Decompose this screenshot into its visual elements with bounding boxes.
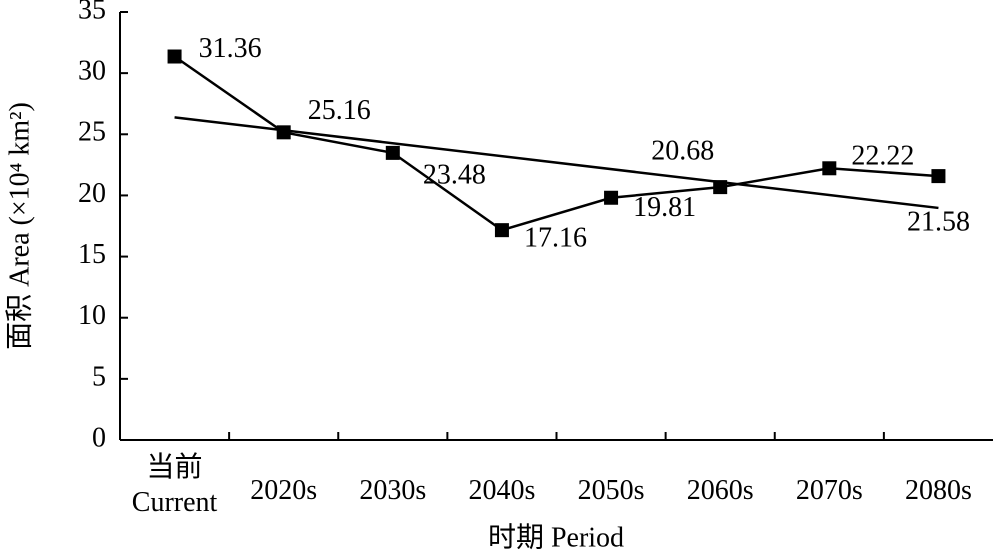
marker [385, 145, 400, 160]
x-tick-label: 2030s [359, 475, 426, 506]
marker [931, 169, 946, 184]
y-axis-title: 面积 Area (×10⁴ km²) [4, 102, 35, 350]
data-label: 22.22 [851, 141, 914, 172]
trend-line [174, 116, 939, 210]
x-tick-label: 2060s [687, 475, 754, 506]
x-tick-label: 2020s [250, 475, 317, 506]
marker [276, 125, 291, 140]
data-label: 19.81 [633, 192, 696, 223]
y-tick-label: 20 [78, 178, 106, 209]
x-tick-label: 当前 Current [132, 451, 218, 518]
x-tick-label: 2080s [905, 475, 972, 506]
series-line [173, 55, 939, 232]
marker [494, 223, 509, 238]
marker [604, 190, 619, 205]
y-tick-label: 35 [78, 0, 106, 25]
marker [167, 49, 182, 64]
data-label: 17.16 [524, 223, 587, 254]
data-label: 21.58 [907, 207, 970, 238]
y-tick-label: 25 [78, 117, 106, 148]
data-label: 25.16 [308, 95, 371, 126]
x-tick-label: 2070s [796, 475, 863, 506]
data-label: 23.48 [423, 159, 486, 190]
marker [713, 180, 728, 195]
marker [822, 161, 837, 176]
y-tick-label: 5 [92, 361, 106, 392]
x-tick-label: 2040s [468, 475, 535, 506]
y-tick-label: 0 [92, 422, 106, 453]
y-tick-label: 15 [78, 239, 106, 270]
data-label: 20.68 [651, 136, 714, 167]
y-tick-label: 30 [78, 56, 106, 87]
data-label: 31.36 [199, 33, 262, 64]
x-axis-title: 时期 Period [488, 521, 624, 553]
x-tick-label: 2050s [578, 475, 645, 506]
y-tick-label: 10 [78, 300, 106, 331]
